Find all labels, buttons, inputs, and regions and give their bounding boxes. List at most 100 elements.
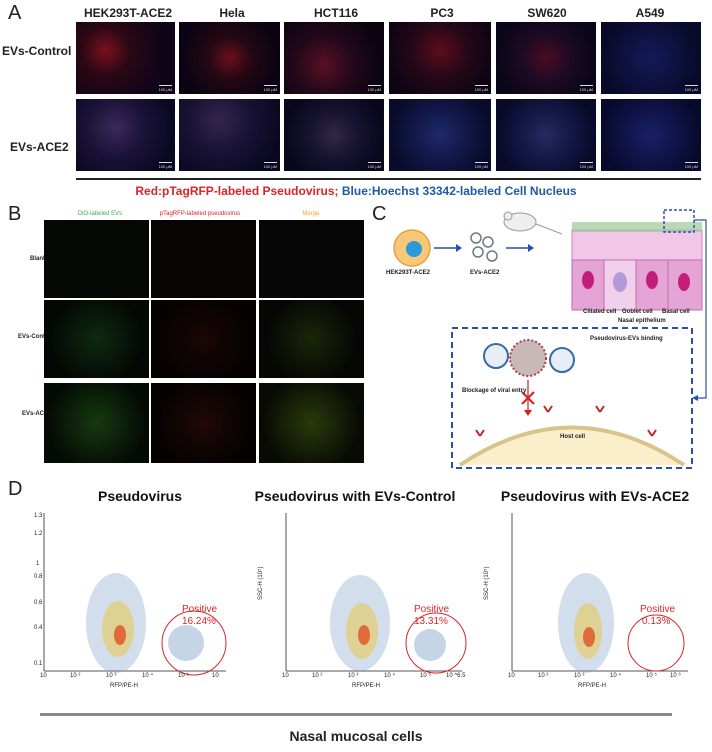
y-tick: 1.2 [34,531,43,537]
col-header: A549 [635,6,665,20]
x-tick: 10 [40,673,47,679]
micro-tile: 100 μM [601,22,701,94]
col-header: PC3 [430,6,454,20]
x-tick: 10 ⁵ [178,673,189,679]
b-tile [44,300,149,378]
positive-pct: 13.31% [414,616,448,627]
caption-red: Red:pTagRFP-labeled Pseudovirus; [135,184,339,198]
y-tick: 0.6 [34,600,43,606]
micro-tile: 100 μM [284,99,384,171]
micro-tile: 100 μM [76,99,175,171]
panel-a-letter: A [8,2,22,24]
nasal-epithelium-illustration [571,222,703,311]
x-tick: 10 ⁴ [384,673,395,679]
x-tick: 10 [508,673,515,679]
positive-pct: 16.24% [182,616,216,627]
evs-label: EVs-ACE2 [470,270,500,276]
nasal-label: Nasal epithelium [618,318,666,324]
flow-plot-3 [511,513,688,673]
x-tick: 10 ² [312,673,323,679]
b-tile [259,383,364,463]
x-axis-label: RFP/PE-H [110,683,139,689]
panel-a-caption: Red:pTagRFP-labeled Pseudovirus; Blue:Ho… [0,184,712,198]
host-cell-illustration [458,425,686,467]
x-tick: 10 ³ [574,673,585,679]
positive-gate-circle [405,612,467,674]
x-tick: 10 ⁶ [670,673,681,679]
x-tick: 10 [282,673,289,679]
x-tick: 10 ³ [348,673,359,679]
positive-label: Positive [640,604,676,615]
flow-plot-1 [43,513,227,676]
y-tick: 1 [36,561,40,567]
b-row-label: EVs-ACE2 [22,411,52,417]
pseudovirus-icon [509,339,547,377]
y-tick: 0.1 [34,661,43,667]
b-tile [44,383,149,463]
positive-label: Positive [182,604,218,615]
flow-title: Pseudovirus [97,488,183,504]
x-tick: 10 ² [538,673,549,679]
panel-a-divider [76,178,701,180]
b-tile [259,220,364,298]
x-tick: 10 ² [70,673,81,679]
panel-d-footer: Nasal mucosal cells [289,728,423,744]
x-tick: 10 ⁴ [142,673,153,679]
b-tile [151,220,256,298]
y-axis-label: SSC-H (10⁵) [258,566,264,601]
micro-tile: 100 μM [496,22,596,94]
col-header: HEK293T-ACE2 [83,6,173,20]
flow-title: Pseudovirus with EVs-ACE2 [500,488,690,504]
col-header: HCT116 [313,6,359,20]
panel-c-diagram [393,209,707,469]
row-label: EVs-ACE2 [10,140,69,154]
x-tick: 10 ⁵ [420,673,431,679]
positive-pct: 0.13% [642,616,671,627]
blockage-label: Blockage of viral entry [462,388,527,394]
y-tick: 0.4 [34,625,43,631]
b-tile [151,383,256,463]
goblet-label: Goblet cell [622,309,653,315]
micro-tile: 100 μM [389,22,491,94]
evs-cluster-icon [470,232,498,262]
positive-label: Positive [414,604,450,615]
micro-tile: 100 μM [179,22,280,94]
x-tick: 10 ³ [106,673,117,679]
micro-tile: 100 μM [601,99,701,171]
micro-tile: 100 μM [76,22,175,94]
x-axis-label: RFP/PE-H [578,683,607,689]
row-label: EVs-Control [2,44,72,58]
blocked-x-icon [521,391,535,405]
y-tick: 1.3 [34,513,43,519]
ciliated-label: Ciliated cell [583,309,617,315]
col-header: SW620 [527,6,567,20]
binding-label: Pseudovirus-EVs binding [590,336,663,342]
b-tile [151,300,256,378]
micro-tile: 100 μM [179,99,280,171]
b-col-header: DiO-labeled EVs [77,211,123,217]
micro-tile: 100 μM [389,99,491,171]
b-row-label: EVs-Control [18,334,53,340]
positive-gate-circle [627,614,685,672]
panel-b-letter: B [8,203,22,225]
panel-c-letter: C [372,203,387,225]
cell-label: HEK293T-ACE2 [386,270,431,276]
b-row-label: Blank [30,256,47,262]
micro-tile: 100 μM [284,22,384,94]
host-label: Host cell [560,434,586,440]
flow-title: Pseudovirus with EVs-Control [254,488,456,504]
caption-blue: Blue:Hoechst 33342-labeled Cell Nucleus [341,184,577,198]
x-tick: 10 ^6.5 [446,673,466,679]
binding-zoom-frame [451,327,693,469]
b-tile [259,300,364,378]
flow-plot-2 [285,513,467,674]
x-axis-label: RFP/PE-H [352,683,381,689]
y-tick: 0.8 [34,574,43,580]
x-tick: 10 ⁵ [646,673,657,679]
y-axis-label: SSC-H (10⁵) [484,566,490,601]
b-tile [44,220,149,298]
positive-gate-circle [161,610,227,676]
col-header: Hela [219,6,245,20]
b-col-header: pTagRFP-labeled pseudovirus [159,211,241,217]
micro-tile: 100 μM [496,99,596,171]
